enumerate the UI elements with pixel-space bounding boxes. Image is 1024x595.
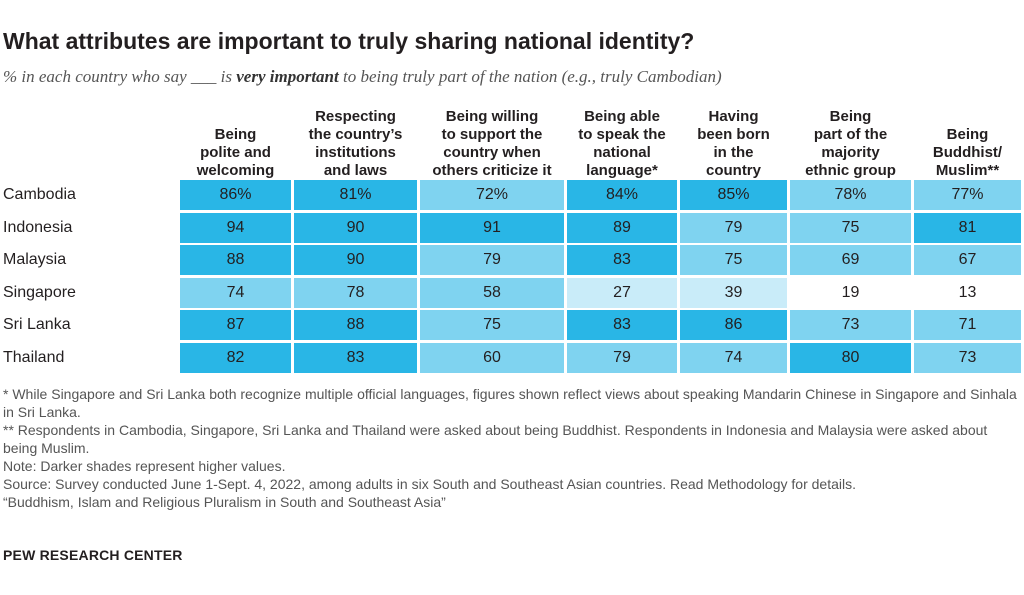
column-header-line: the country’s — [308, 126, 403, 143]
table-cell: 79 — [420, 245, 564, 275]
column-header-line: national — [593, 144, 651, 161]
subtitle-before: % in each country who say ___ is — [3, 67, 237, 86]
table-cell: 83 — [294, 342, 417, 373]
table-cell: 27 — [567, 277, 677, 308]
table-cell: 13 — [914, 277, 1021, 308]
chart-subtitle: % in each country who say ___ is very im… — [3, 67, 722, 87]
table-cell: 83 — [567, 310, 677, 340]
table-cell: 88 — [294, 310, 417, 340]
table-cell: 78 — [294, 277, 417, 308]
column-header-line: Muslim** — [935, 162, 1000, 179]
table-cell: 72% — [420, 180, 564, 210]
table-cell: 75 — [420, 310, 564, 340]
table-cell: 85% — [680, 180, 787, 210]
brand-logo-text: PEW RESEARCH CENTER — [3, 547, 183, 563]
table-cell: 87 — [180, 310, 291, 340]
column-header-line: country — [705, 162, 761, 179]
row-label-country: Singapore — [3, 283, 76, 301]
table-cell: 79 — [680, 212, 787, 243]
table-cell: 89 — [567, 212, 677, 243]
table-cell: 81 — [914, 212, 1021, 243]
table-cell: 75 — [680, 245, 787, 275]
column-header-line: in the — [713, 144, 754, 161]
table-cell: 80 — [790, 342, 911, 373]
heatmap-table: Being polite and welcoming Respecting the co… — [0, 100, 1024, 373]
column-header: Being polite and welcoming — [180, 126, 291, 180]
column-header-line: Having — [708, 108, 759, 125]
table-cell: 73 — [790, 310, 911, 340]
column-header-line: Being able — [584, 108, 660, 125]
column-header-line: ethnic group — [805, 162, 896, 179]
column-header: Being able to speak the national language* — [567, 108, 677, 180]
table-cell: 81% — [294, 180, 417, 210]
table-cell: 79 — [567, 342, 677, 373]
footnote-language: * While Singapore and Sri Lanka both rec… — [3, 386, 1017, 420]
column-header: Being part of the majority ethnic group — [790, 108, 911, 180]
table-cell: 39 — [680, 277, 787, 308]
subtitle-emphasis: very important — [236, 67, 339, 86]
column-header-line: and laws — [323, 162, 388, 179]
column-header-line: polite and — [200, 144, 271, 161]
column-header-line: part of the — [813, 126, 888, 143]
row-label-country: Malaysia — [3, 251, 67, 268]
column-header-line: Buddhist/ — [932, 144, 1003, 161]
subtitle-after: to being truly part of the nation (e.g.,… — [338, 67, 722, 86]
column-header-line: to speak the — [578, 126, 666, 143]
row-label-country: Cambodia — [3, 186, 76, 203]
table-cell: 77% — [914, 180, 1021, 210]
column-header-line: to support the — [441, 126, 543, 143]
chart-notes: * While Singapore and Sri Lanka both rec… — [3, 385, 1021, 511]
column-header-line: been born — [697, 126, 770, 143]
table-cell: 83 — [567, 245, 677, 275]
row-label-country: Indonesia — [3, 218, 73, 236]
table-cell: 60 — [420, 342, 564, 373]
column-header: Being Buddhist/Muslim** — [914, 126, 1021, 180]
column-header-line: Respecting — [315, 108, 396, 125]
column-header: Respecting the country’s institutions and l… — [294, 108, 417, 180]
report-title: “Buddhism, Islam and Religious Pluralism… — [3, 494, 446, 510]
column-header-line: country when — [443, 144, 541, 161]
table-cell: 75 — [790, 212, 911, 243]
table-cell: 69 — [790, 245, 911, 275]
table-cell: 91 — [420, 212, 564, 243]
column-header-line: institutions — [315, 144, 396, 161]
column-header-line: language* — [586, 162, 658, 179]
column-header-line: Being willing — [445, 108, 539, 125]
table-cell: 74 — [680, 342, 787, 373]
table-cell: 78% — [790, 180, 911, 210]
column-header-line: Being — [829, 108, 872, 125]
column-header-line: Being — [946, 126, 989, 143]
chart-title: What attributes are important to truly s… — [3, 28, 695, 54]
note-shading: Note: Darker shades represent higher val… — [3, 458, 286, 474]
table-cell: 67 — [914, 245, 1021, 275]
table-cell: 84% — [567, 180, 677, 210]
table-cell: 19 — [790, 277, 911, 308]
table-cell: 71 — [914, 310, 1021, 340]
table-cell: 86% — [180, 180, 291, 210]
column-header-line: Being — [214, 126, 257, 143]
table-cell: 88 — [180, 245, 291, 275]
table-cell: 90 — [294, 245, 417, 275]
column-header: Having been born in the country — [680, 108, 787, 180]
table-cell: 90 — [294, 212, 417, 243]
column-header-line: majority — [821, 144, 880, 161]
column-header-line: welcoming — [196, 162, 275, 179]
table-cell: 82 — [180, 342, 291, 373]
source-note: Source: Survey conducted June 1-Sept. 4,… — [3, 476, 856, 492]
column-header-line: others criticize it — [432, 162, 552, 179]
column-header: Being willing to support the country when o… — [420, 108, 564, 180]
footnote-religion: ** Respondents in Cambodia, Singapore, S… — [3, 422, 988, 456]
table-cell: 94 — [180, 212, 291, 243]
row-label-country: Thailand — [3, 348, 65, 366]
row-label-country: Sri Lanka — [3, 316, 71, 333]
table-cell: 58 — [420, 277, 564, 308]
table-cell: 74 — [180, 277, 291, 308]
table-cell: 73 — [914, 342, 1021, 373]
table-cell: 86 — [680, 310, 787, 340]
